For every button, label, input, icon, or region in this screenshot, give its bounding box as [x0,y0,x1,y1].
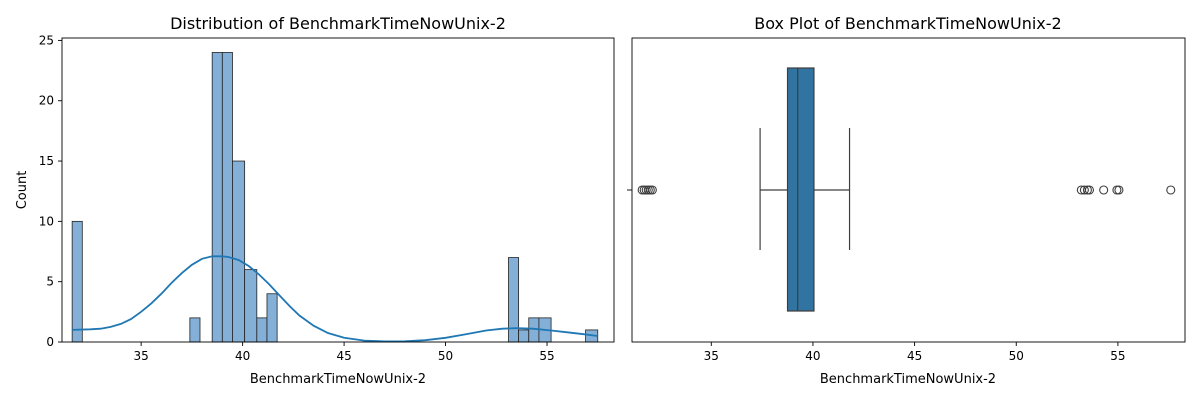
box-plot-chart: Box Plot of BenchmarkTimeNowUnix-2 35 40 4… [627,14,1186,387]
box-plot-x-ticks: 35 40 45 50 55 [704,342,1126,363]
histogram-y-tick-label: 10 [39,214,54,228]
histogram-x-tick-label: 45 [336,349,351,363]
histogram-y-tick-label: 0 [46,335,54,349]
histogram-bar [221,52,233,343]
histogram-y-tick-label: 20 [39,94,54,108]
outlier-point [1166,185,1176,195]
histogram-x-axis-label: BenchmarkTimeNowUnix-2 [250,372,426,387]
histogram-x-ticks: 35 40 45 50 55 [134,342,555,363]
histogram-bar [266,293,278,343]
histogram-y-tick-label: 15 [39,154,54,168]
histogram-x-tick-label: 55 [539,349,554,363]
outlier-point [1084,185,1094,195]
histogram-chart: Distribution of BenchmarkTimeNowUnix-2 3… [15,14,615,387]
box-plot-x-tick-label: 55 [1110,349,1125,363]
histogram-bar [232,160,246,343]
outlier-point [1079,185,1089,195]
histogram-title: Distribution of BenchmarkTimeNowUnix-2 [170,14,506,33]
box-plot-x-tick-label: 50 [1009,349,1024,363]
histogram-y-ticks: 0 5 10 15 20 25 [39,33,62,349]
box-plot-axes-frame [631,37,1186,343]
box-plot-outliers [637,185,1176,195]
histogram-bar [508,257,520,343]
histogram-bars [71,52,599,343]
histogram-y-tick-label: 5 [46,275,54,289]
box-plot-x-axis-label: BenchmarkTimeNowUnix-2 [820,372,996,387]
box-plot-x-tick-label: 45 [907,349,922,363]
histogram-bar [256,317,268,343]
histogram-x-tick-label: 35 [134,349,149,363]
outlier-point [647,185,657,195]
outlier-point [1099,185,1109,195]
box-plot-body [759,67,851,312]
histogram-y-tick-label: 25 [39,33,54,47]
histogram-x-tick-label: 40 [235,349,250,363]
box-plot-x-tick-label: 35 [704,349,719,363]
kde-curve [72,255,598,343]
histogram-bar [189,317,201,343]
histogram-bar [518,329,530,343]
histogram-x-tick-label: 50 [438,349,453,363]
histogram-bar [211,52,223,343]
histogram-y-axis-label: Count [15,171,30,210]
box-plot-x-tick-label: 40 [805,349,820,363]
histogram-bar [71,220,83,343]
histogram-bar [244,269,258,343]
outlier-point [1114,185,1124,195]
interquartile-box [786,67,815,312]
box-plot-title: Box Plot of BenchmarkTimeNowUnix-2 [754,14,1061,33]
histogram-axes-frame [61,37,615,343]
